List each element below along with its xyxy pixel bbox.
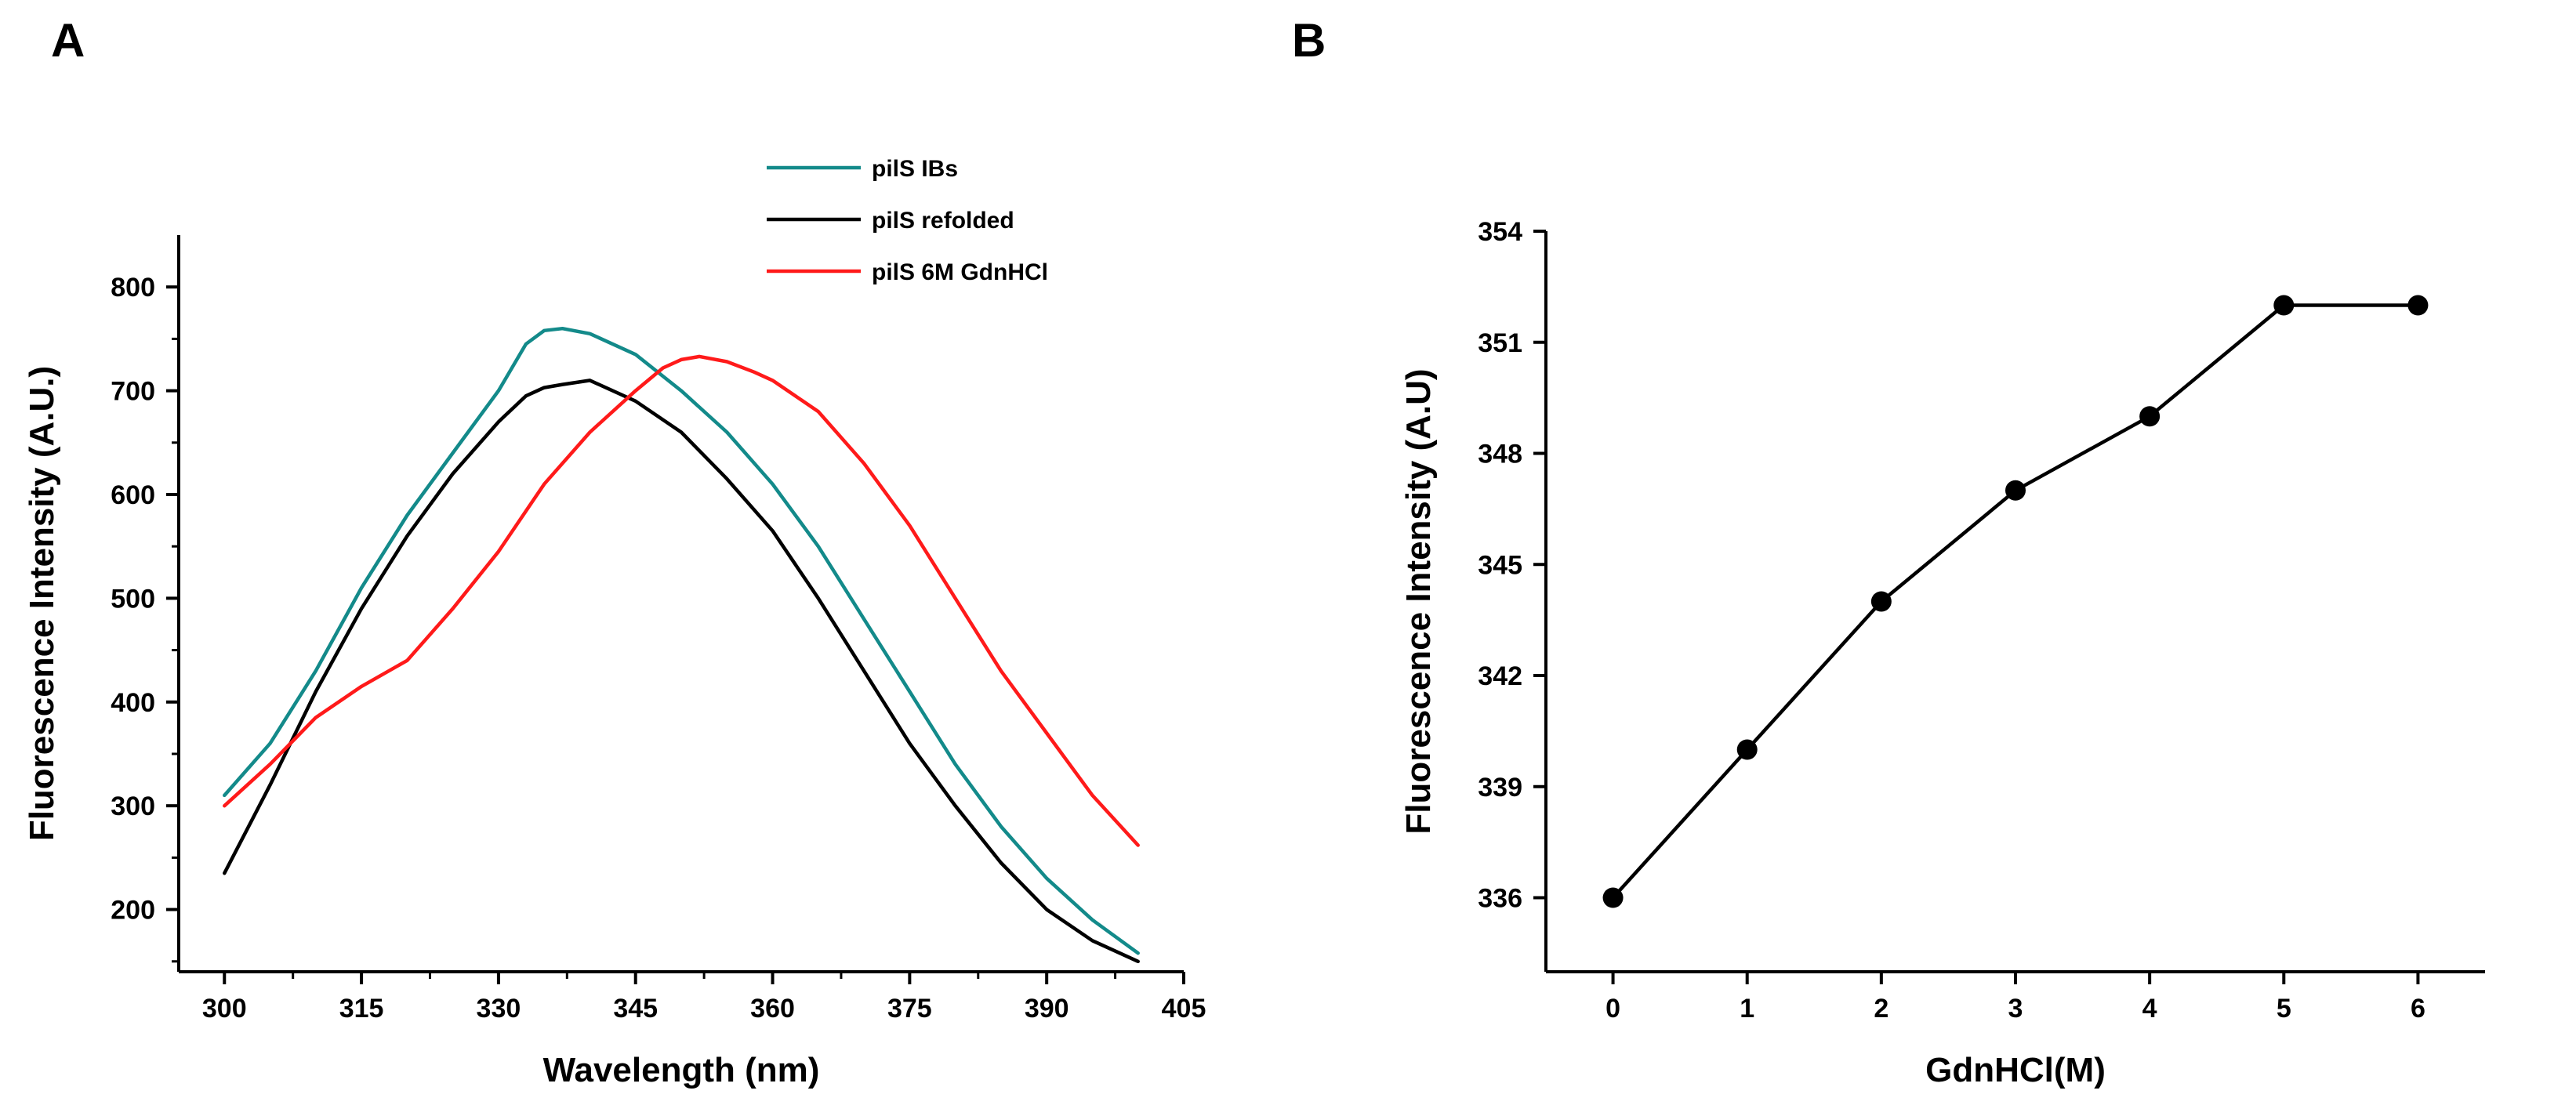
x-tick-label: 375 [887, 994, 932, 1023]
x-tick-label: 300 [202, 994, 247, 1023]
x-tick-label: 390 [1025, 994, 1069, 1023]
y-tick-label: 342 [1478, 661, 1522, 691]
y-axis-title: Fluorescence Intensity (A.U) [1399, 368, 1438, 834]
y-tick-label: 500 [111, 584, 155, 614]
y-axis-title: Fluorescence Intensity (A.U.) [23, 366, 61, 841]
x-tick-label: 5 [2277, 994, 2291, 1023]
x-tick-label: 6 [2411, 994, 2425, 1023]
x-axis-title: Wavelength (nm) [543, 1051, 820, 1089]
x-tick-label: 4 [2142, 994, 2157, 1023]
y-tick-label: 351 [1478, 328, 1522, 358]
y-tick-label: 336 [1478, 884, 1522, 914]
chart-a: 300 315 330 345 360 375 390 405 200 300 400 500 600 7… [23, 156, 1206, 1089]
data-point [2273, 295, 2295, 316]
data-point [1870, 591, 1892, 612]
x-tick-label: 0 [1605, 994, 1620, 1023]
x-tick-label: 315 [339, 994, 384, 1023]
y-tick-label: 800 [111, 273, 155, 303]
data-point [2005, 480, 2026, 501]
x-tick-label: 3 [2008, 994, 2023, 1023]
series-line-0 [1611, 303, 2420, 900]
panel-label-a: A [51, 14, 85, 67]
legend-label-0: pilS IBs [872, 156, 958, 182]
x-tick-label: 1 [1740, 994, 1754, 1023]
data-point [2407, 295, 2429, 316]
data-point [2139, 406, 2161, 427]
y-tick-label: 354 [1478, 217, 1522, 247]
y-tick-label: 339 [1478, 773, 1522, 802]
y-tick-label: 348 [1478, 440, 1522, 469]
x-tick-label: 345 [613, 994, 658, 1023]
x-tick-label: 330 [477, 994, 521, 1023]
y-tick-label: 600 [111, 480, 155, 510]
x-axis-title: GdnHCl(M) [1925, 1051, 2106, 1089]
y-tick-label: 345 [1478, 550, 1522, 580]
legend-label-1: pilS refolded [872, 208, 1014, 234]
x-tick-label: 405 [1162, 994, 1206, 1023]
y-tick-label: 200 [111, 896, 155, 926]
series-line-0 [223, 326, 1140, 955]
legend-label-2: pilS 6M GdnHCl [872, 259, 1048, 285]
x-tick-label: 2 [1874, 994, 1888, 1023]
series-line-1 [223, 379, 1140, 964]
y-tick-label: 400 [111, 688, 155, 718]
data-point [1602, 887, 1624, 908]
data-point [1736, 739, 1758, 760]
y-tick-label: 300 [111, 792, 155, 821]
series-line-2 [223, 354, 1140, 847]
y-tick-label: 700 [111, 377, 155, 407]
x-tick-label: 360 [750, 994, 795, 1023]
chart-b: 0 1 2 3 4 5 6336339342345348351354GdnHCl(M)Flu… [1399, 217, 2485, 1089]
panel-label-b: B [1292, 14, 1326, 67]
